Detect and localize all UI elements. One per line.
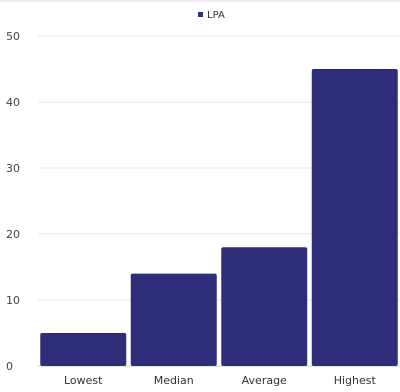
y-tick-label-0: 0 <box>6 360 13 373</box>
legend-swatch-lpa <box>198 12 203 17</box>
legend: LPA <box>198 10 225 21</box>
bar-median <box>130 273 217 366</box>
x-tick-label-highest: Highest <box>334 374 377 387</box>
y-tick-label-30: 30 <box>6 162 20 175</box>
top-border <box>0 0 400 2</box>
y-tick-label-20: 20 <box>6 228 20 241</box>
x-tick-label-median: Median <box>154 374 194 387</box>
bar-lowest <box>40 333 127 366</box>
x-tick-label-lowest: Lowest <box>64 374 103 387</box>
bar-highest <box>311 69 398 366</box>
legend-label-lpa: LPA <box>207 10 225 21</box>
bar-average <box>221 247 308 366</box>
y-tick-label-40: 40 <box>6 96 20 109</box>
x-tick-label-average: Average <box>242 374 287 387</box>
y-tick-label-10: 10 <box>6 294 20 307</box>
y-axis-ticks: 0 10 20 30 40 50 <box>6 30 20 373</box>
y-tick-label-50: 50 <box>6 30 20 43</box>
x-axis-labels: Lowest Median Average Highest <box>64 374 376 387</box>
bars <box>40 69 398 366</box>
